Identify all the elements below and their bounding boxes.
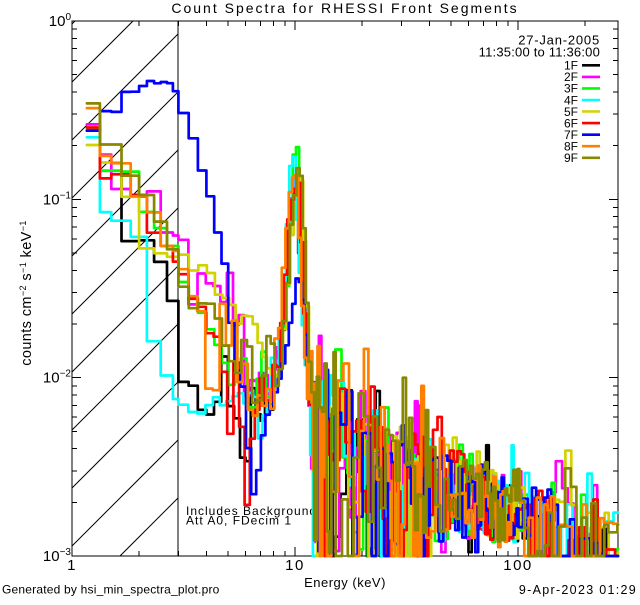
svg-text:Energy (keV): Energy (keV) [304, 575, 386, 590]
svg-text:8F: 8F [564, 140, 578, 154]
svg-text:Count Spectra for RHESSI Front: Count Spectra for RHESSI Front Segments [171, 0, 518, 16]
svg-text:9-Apr-2023 01:29: 9-Apr-2023 01:29 [519, 583, 637, 597]
svg-text:Att A0, FDecim 1: Att A0, FDecim 1 [186, 514, 292, 528]
svg-text:11:35:00 to 11:36:00: 11:35:00 to 11:36:00 [479, 45, 600, 60]
svg-text:Generated by hsi_min_spectra_p: Generated by hsi_min_spectra_plot.pro [2, 583, 220, 597]
svg-text:2F: 2F [564, 70, 578, 84]
svg-text:1: 1 [67, 557, 77, 574]
svg-text:6F: 6F [564, 116, 578, 130]
svg-text:1F: 1F [564, 59, 578, 73]
svg-text:100: 100 [503, 557, 533, 574]
svg-text:9F: 9F [564, 151, 578, 165]
svg-text:10: 10 [285, 557, 305, 574]
svg-text:4F: 4F [564, 93, 578, 107]
svg-text:27-Jan-2005: 27-Jan-2005 [518, 33, 600, 48]
svg-text:7F: 7F [564, 128, 578, 142]
svg-text:counts cm−2 s−1 keV−1: counts cm−2 s−1 keV−1 [18, 220, 35, 366]
svg-text:Includes Background: Includes Background [186, 504, 317, 518]
svg-text:3F: 3F [564, 82, 578, 96]
svg-text:5F: 5F [564, 105, 578, 119]
